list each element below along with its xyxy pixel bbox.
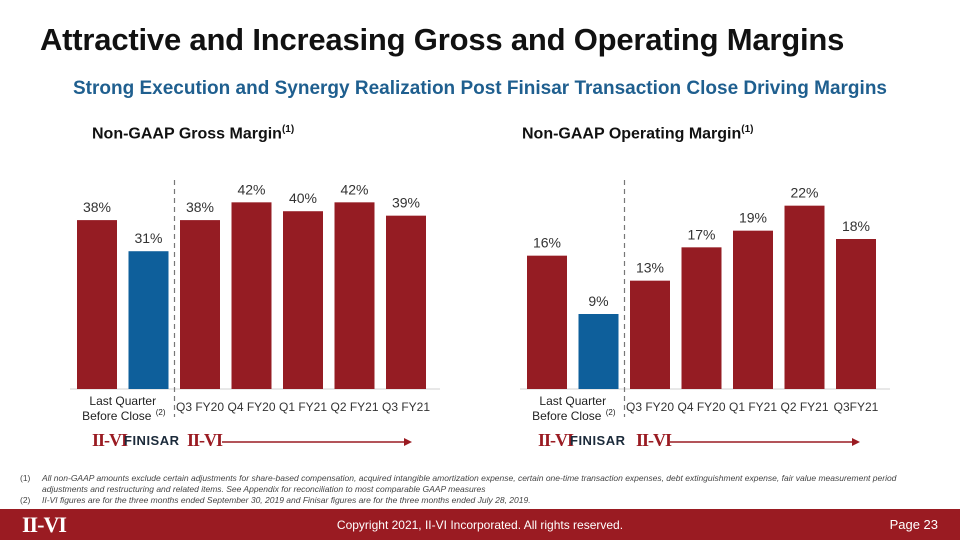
bar-4 (733, 230, 773, 389)
tick-label-2: Q1 FY21 (729, 400, 777, 414)
data-label-0: 16% (533, 235, 561, 251)
footnote-2: (2) II-VI figures are for the three month… (20, 495, 531, 505)
data-label-5: 42% (340, 181, 368, 197)
bar-6 (386, 215, 426, 389)
footer-logo: II-VI (22, 512, 67, 537)
tick-label-2: Q1 FY21 (279, 400, 327, 414)
finisar-logo: FINISAR (570, 433, 626, 448)
iivi-logo: II-VI (636, 430, 672, 450)
tick-label-1: Q4 FY20 (227, 400, 275, 414)
data-label-0: 38% (83, 199, 111, 215)
bar-0 (77, 220, 117, 389)
bar-0 (527, 255, 567, 389)
bar-1 (128, 251, 169, 389)
tick-label-4: Q3 FY21 (382, 400, 430, 414)
data-label-1: 9% (588, 293, 608, 309)
page-number: Page 23 (889, 517, 938, 532)
bar-6 (836, 239, 876, 389)
data-label-6: 39% (392, 195, 420, 211)
bar-2 (180, 220, 220, 389)
copyright-text: Copyright 2021, II-VI Incorporated. All … (336, 518, 624, 532)
iivi-logo: II-VI (187, 430, 223, 450)
data-label-4: 19% (739, 210, 767, 226)
bar-1 (578, 314, 619, 389)
iivi-logo: II-VI (92, 430, 128, 450)
gross-margin-chart: 38% 31% 38% 42% 40% 42% 39% Last QuarterBefore … (70, 180, 440, 423)
bar-3 (231, 202, 272, 389)
data-label-3: 42% (237, 181, 265, 197)
group-label-line2: Before Close (532, 409, 602, 423)
bar-2 (630, 280, 670, 389)
slide-title: Attractive and Increasing Gross and Oper… (40, 22, 845, 57)
tick-label-1: Q4 FY20 (677, 400, 725, 414)
arrow-right-icon (222, 438, 412, 446)
group-label-sup: (2) (156, 408, 166, 417)
tick-label-3: Q2 FY21 (780, 400, 828, 414)
operating-margin-chart-title: Non-GAAP Operating Margin(1) (522, 124, 754, 143)
tick-label-3: Q2 FY21 (330, 400, 378, 414)
finisar-logo: FINISAR (124, 433, 180, 448)
group-label-sup: (2) (606, 408, 616, 417)
gross-margin-chart-title: Non-GAAP Gross Margin(1) (92, 124, 295, 143)
data-label-2: 13% (636, 260, 664, 276)
operating-logos-row: II-VI FINISAR II-VI (538, 430, 868, 454)
tick-label-0: Q3 FY20 (626, 400, 674, 414)
data-label-4: 40% (289, 190, 317, 206)
bar-5 (784, 205, 825, 389)
slide-subtitle: Strong Execution and Synergy Realization… (72, 78, 887, 99)
group-label-line2: Before Close (82, 409, 152, 423)
data-label-2: 38% (186, 199, 214, 215)
data-label-6: 18% (842, 218, 870, 234)
group-label-line1: Last Quarter (539, 394, 606, 408)
group-label-line1: Last Quarter (89, 394, 156, 408)
footnotes: (1) All non-GAAP amounts exclude certain … (20, 473, 940, 506)
iivi-logo: II-VI (538, 430, 574, 450)
arrow-right-icon (670, 438, 860, 446)
footer-bar: II-VI Copyright 2021, II-VI Incorporated… (0, 509, 960, 540)
gross-logos-row: II-VI FINISAR II-VI (92, 430, 422, 454)
bar-3 (681, 247, 722, 389)
data-label-3: 17% (687, 226, 715, 242)
bar-5 (334, 202, 375, 389)
footnote-1: (1) All non-GAAP amounts exclude certain … (20, 473, 897, 494)
data-label-5: 22% (790, 185, 818, 201)
tick-label-4: Q3FY21 (834, 400, 879, 414)
tick-label-0: Q3 FY20 (176, 400, 224, 414)
data-label-1: 31% (134, 230, 162, 246)
bar-4 (283, 211, 323, 389)
